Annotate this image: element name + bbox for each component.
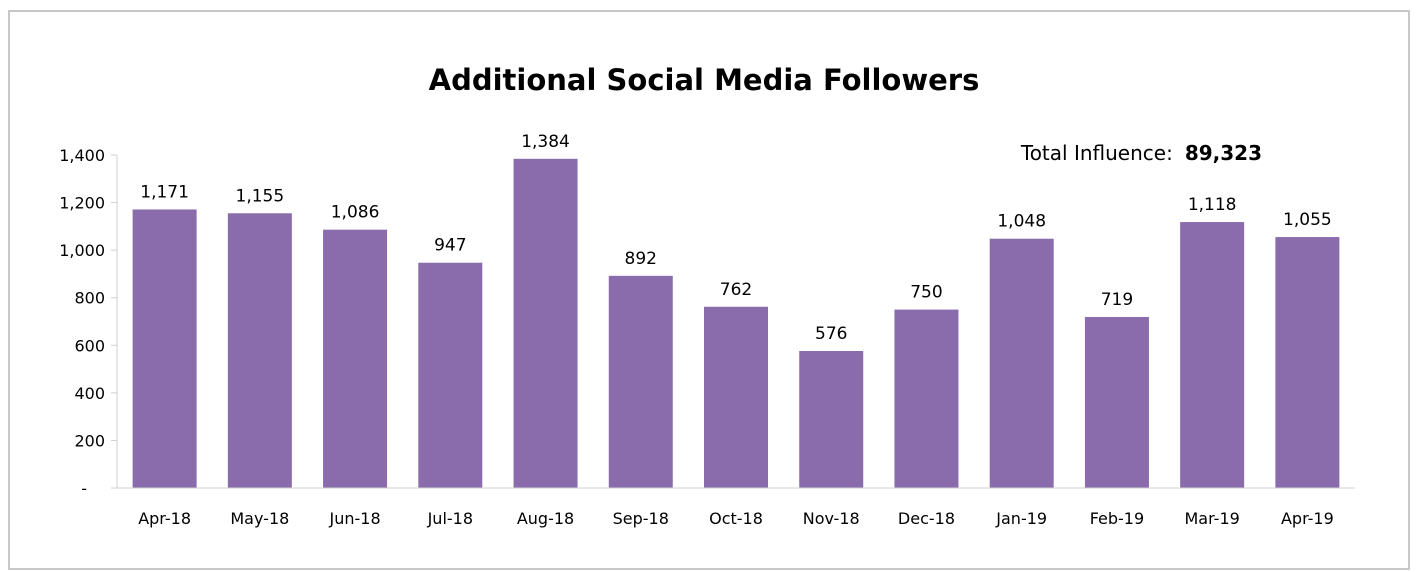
x-axis: Apr-18 May-18 Jun-18 Jul-18 Aug-18 Sep-18 Oct-… [117,487,1355,528]
data-label: 576 [815,324,847,344]
bar [608,275,673,488]
x-tick-label: Jun-18 [329,509,381,528]
x-tick-label: May-18 [230,509,289,528]
bar [704,306,768,488]
data-label: 719 [1101,290,1133,310]
bar [1084,316,1149,488]
bar-chart: Additional Social Media Followers Total … [59,63,1355,528]
chart-title: Additional Social Media Followers [429,63,980,97]
bar [227,213,292,488]
data-label: 892 [625,249,657,269]
x-tick-label: Apr-18 [138,509,191,528]
y-tick-label: - [81,479,87,498]
data-label: 947 [434,236,466,256]
total-influence-value: 89,323 [1185,141,1262,165]
bar [799,350,864,488]
data-label: 1,155 [236,186,285,206]
y-tick-label: 400 [74,384,105,403]
y-tick-label: 1,200 [59,194,105,213]
data-label: 1,055 [1283,210,1332,230]
data-label: 1,086 [331,203,380,223]
y-tick-label: 200 [74,431,105,450]
y-tick-label: 800 [74,289,105,308]
data-label: 762 [720,280,752,300]
bar [418,262,483,488]
y-tick-label: 1,400 [59,146,105,165]
x-tick-label: Sep-18 [613,509,669,528]
chart-frame: Additional Social Media Followers Total … [8,10,1410,570]
data-label: 1,048 [997,212,1046,232]
bar [513,158,578,488]
x-tick-label: Jan-19 [995,509,1047,528]
bars: 1,171 1,155 1,086 947 1,384 892 762 576 750 1,048… [132,132,1340,489]
y-tick-label: 600 [74,336,105,355]
data-label: 750 [910,283,942,303]
total-influence-annotation: Total Influence: 89,323 [1020,141,1262,165]
data-label: 1,384 [521,132,570,152]
bar [132,209,197,488]
bar [989,238,1054,488]
x-tick-label: Dec-18 [898,509,955,528]
x-tick-label: Apr-19 [1281,509,1334,528]
bar [1275,237,1340,488]
total-influence-label: Total Influence: [1020,141,1173,165]
x-tick-label: Feb-19 [1090,509,1144,528]
bar [894,309,959,488]
x-tick-label: Mar-19 [1185,509,1240,528]
x-tick-label: Oct-18 [709,509,763,528]
bar [1180,222,1245,488]
x-tick-label: Aug-18 [517,509,574,528]
data-label: 1,118 [1188,195,1237,215]
x-tick-label: Jul-18 [427,509,473,528]
data-label: 1,171 [140,182,189,202]
bar [323,229,388,489]
y-axis: - 200 400 600 800 1,000 1,200 1,400 [59,146,118,498]
x-tick-label: Nov-18 [803,509,860,528]
y-tick-label: 1,000 [59,241,105,260]
